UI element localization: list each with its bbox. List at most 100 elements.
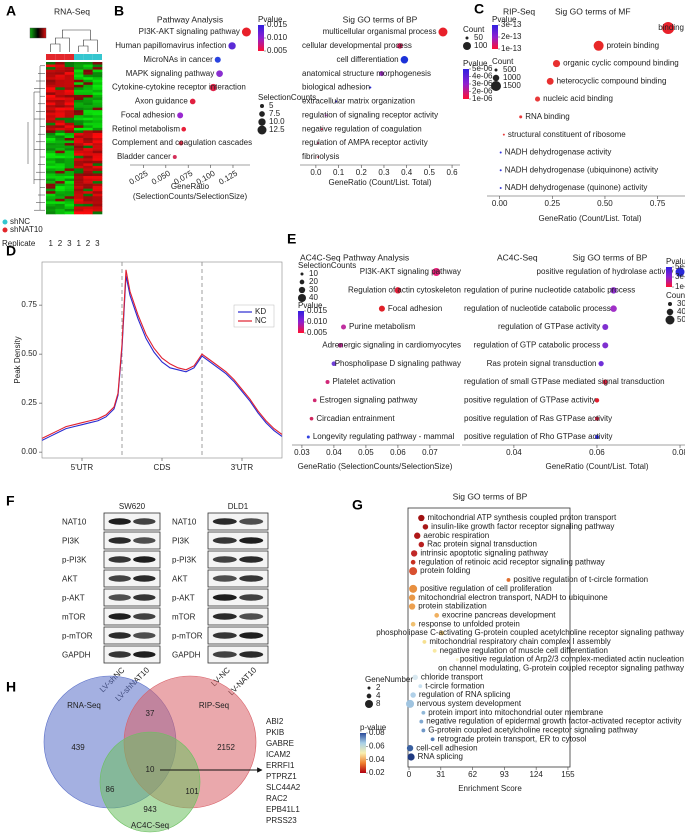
heatmap-cell [55,107,65,111]
term-label: on channel modulating, G-protein coupled… [438,664,684,673]
dot [421,710,426,715]
size-legend-label: 2 [376,683,381,692]
x-tick-label: 93 [500,770,509,779]
x-tick-label: CDS [154,463,171,472]
term-label: regulation of nucleotide catabolic proce… [464,304,611,313]
heatmap-cell [74,196,84,200]
dot [593,40,604,51]
heatmap-cell [74,170,84,174]
dot [410,550,418,557]
dot [455,666,459,670]
term-label: regulation of small GTPase mediated sign… [464,377,665,386]
term-label: positive regulation of Arp2/3 complex-me… [460,655,684,664]
color-bar-label: 2e-13 [501,32,522,41]
term-label: negative regulation of epidermal growth … [426,717,681,726]
gene-label: PKIB [266,728,284,737]
heatmap-cell [55,122,65,126]
heatmap-cell [74,122,84,126]
heatmap-cell [74,178,84,182]
heatmap-cell [55,173,65,177]
blot-band [108,613,131,620]
heatmap-cell [83,193,93,197]
x-tick-label: 0.00 [492,199,508,208]
heatmap-cell [46,165,56,169]
heatmap-cell [64,87,75,91]
size-legend-dot [366,693,372,699]
x-tick-label: 0.3 [378,168,390,177]
heatmap-cell [74,148,84,151]
venn-set-label: RIP-Seq [199,701,229,710]
heatmap-cell [92,150,103,154]
heatmap-cell [83,176,93,179]
color-bar-label: 0.08 [369,728,385,737]
size-legend-title: Count [463,25,485,34]
dot [412,674,418,681]
chart-title: AC4C-Seq Pathway Analysis [300,252,409,262]
heatmap-cell [46,115,56,119]
heatmap-cell [55,198,65,202]
blot-frame [207,588,269,607]
term-label: insulin-like growth factor receptor sign… [431,522,614,531]
heatmap-cell [92,158,103,162]
x-tick-label: 0.25 [545,199,561,208]
size-legend-title: SelectionCounts [258,93,316,102]
heatmap-cell [64,100,75,103]
heatmap-cell [74,208,84,212]
color-bar-label: 0.005 [307,328,328,337]
term-label: positive regulation of Ras GTPase activi… [464,414,612,423]
term-label: NADH dehydrogenase activity [505,148,612,157]
replicate-number: 1 [76,239,81,248]
heatmap-cell [46,176,56,179]
chart-title: AC4C-Seq [497,252,538,262]
term-label: Platelet activation [333,377,396,386]
gene-label: ICAM2 [266,750,291,759]
heatmap-cell [92,201,103,205]
heatmap-cell [64,176,75,179]
heatmap-cell [92,100,103,103]
heatmap-cell [92,211,103,215]
heatmap-cell [64,92,75,96]
dot [189,98,196,105]
size-legend-dot [668,302,672,306]
heatmap-cell [92,67,103,70]
blot-frame [103,626,161,645]
term-label: phospholipase C-activating G-protein cou… [376,628,684,637]
term-label: regulation of RNA splicing [419,690,511,699]
heatmap-cell [92,170,103,174]
term-label: nucleic acid binding [543,94,613,103]
heatmap-cell [64,155,75,159]
series-line [41,269,283,439]
heatmap-cell [55,112,65,116]
dot [320,128,323,131]
legend-label: shNAT10 [10,225,43,234]
replicate-number: 1 [48,239,53,248]
heatmap-cell [74,79,84,83]
protein-label: AKT [62,575,78,584]
heatmap-cell [74,186,84,189]
heatmap-cell [46,94,56,98]
heatmap-cell [46,122,56,126]
color-legend-title: Pvalue [298,301,323,310]
dot [216,70,223,77]
heatmap-cell [46,89,56,93]
heatmap-cell [55,79,65,83]
heatmap-cell [83,140,93,144]
protein-label: GAPDH [172,651,201,660]
term-label: binding [658,23,684,32]
heatmap-cell [55,155,65,159]
heatmap-cell [83,62,93,65]
blot-band [239,613,264,620]
blot-frame [103,588,161,607]
size-legend-dot [365,700,373,708]
size-legend-dot [299,279,305,285]
heatmap-cell [46,206,56,210]
heatmap-cell [83,112,93,116]
heatmap-cell [64,122,75,126]
heatmap-cell [46,163,56,167]
dot [499,187,502,189]
heatmap-cell [46,72,56,75]
size-legend-label: 20 [309,277,318,286]
term-label: mitochondrial electron transport, NADH t… [418,593,608,602]
size-legend-label: 1000 [503,73,521,82]
